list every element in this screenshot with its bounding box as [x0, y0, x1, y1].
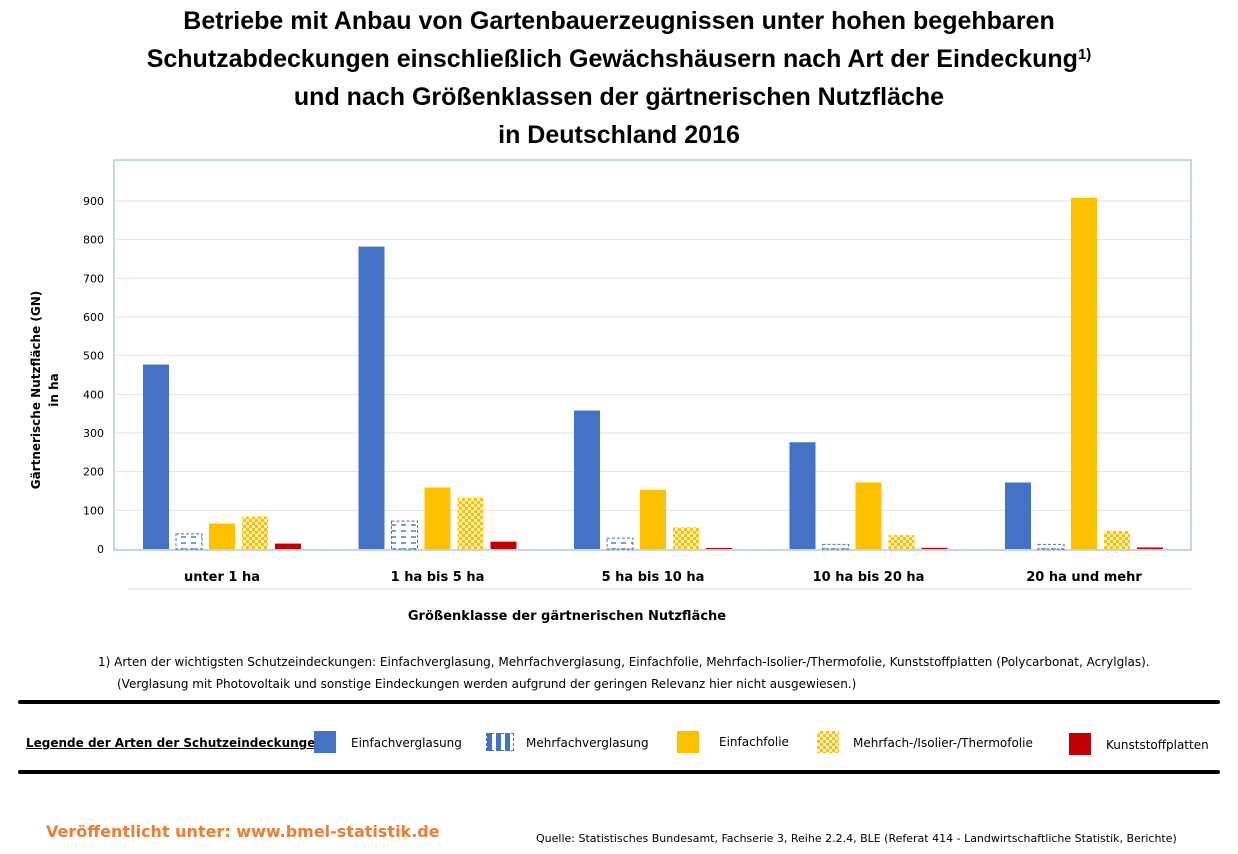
x-axis-label: Größenklasse der gärtnerischen Nutzfläch… [408, 609, 726, 624]
divider-top [18, 700, 1220, 704]
category-label: 1 ha bis 5 ha [391, 570, 485, 585]
bar [921, 547, 948, 549]
legend-swatch-einfachfolie [677, 731, 699, 753]
y-axis-ticks: 0 100 200 300 400 500 600 700 800 900 [83, 195, 104, 556]
bar [1137, 547, 1163, 549]
legend-label-mehrfach-isolier-thermofolie: Mehrfach-/Isolier-/Thermofolie [853, 736, 1033, 750]
bar [275, 543, 301, 549]
footnote-line-1: 1) Arten der wichtigsten Schutzeindeckun… [98, 655, 1150, 669]
y-axis-label-line-1: Gärtnerische Nutzfläche (GN) [29, 291, 43, 490]
bar [574, 410, 600, 549]
legend-label-einfachverglasung: Einfachverglasung [351, 736, 462, 750]
category-label: 20 ha und mehr [1026, 570, 1142, 585]
bar [490, 541, 517, 549]
y-tick-label: 800 [83, 234, 104, 247]
bar [391, 520, 418, 550]
title-line-4: in Deutschland 2016 [498, 121, 740, 149]
y-tick-label: 400 [83, 388, 104, 401]
bar [143, 364, 169, 549]
bar [358, 246, 385, 550]
y-tick-label: 700 [83, 272, 104, 285]
bar [1104, 530, 1130, 549]
legend-label-mehrfachverglasung: Mehrfachverglasung [526, 736, 649, 750]
category-label: unter 1 ha [184, 570, 260, 585]
bar [706, 548, 732, 549]
title-footnote-mark: 1) [1077, 46, 1092, 63]
title-line-1: Betriebe mit Anbau von Gartenbauerzeugni… [183, 7, 1055, 35]
category-label: 5 ha bis 10 ha [602, 570, 705, 585]
published-link[interactable]: Veröffentlicht unter: www.bmel-statistik… [46, 822, 440, 841]
legend-title: Legende der Arten der Schutzeindeckungen… [26, 736, 329, 750]
legend-swatch-mehrfachverglasung [486, 733, 514, 751]
title-line-2: Schutzabdeckungen einschließlich Gewächs… [0, 40, 1238, 78]
category-labels: unter 1 ha 1 ha bis 5 ha 5 ha bis 10 ha 10 … [184, 570, 1142, 585]
y-tick-label: 300 [83, 427, 104, 440]
bar [1037, 543, 1065, 550]
y-tick-label: 100 [83, 504, 104, 517]
y-tick-label: 200 [83, 466, 104, 479]
bar [789, 442, 816, 549]
gridlines [114, 200, 1191, 511]
category-label: 10 ha bis 20 ha [813, 570, 925, 585]
y-axis-label-line-2: in ha [47, 373, 61, 406]
chart-title: Betriebe mit Anbau von Gartenbauerzeugni… [0, 2, 1238, 154]
bar [1071, 197, 1097, 549]
bar [640, 489, 666, 549]
bar [822, 543, 849, 550]
source-note: Quelle: Statistisches Bundesamt, Fachser… [536, 832, 1177, 845]
legend-swatch-mehrfach-isolier-thermofolie [817, 731, 839, 753]
footnote-line-2: (Verglasung mit Photovoltaik und sonstig… [117, 677, 857, 691]
y-tick-label: 500 [83, 350, 104, 363]
bar [424, 487, 451, 549]
legend-swatch-kunststoffplatten [1069, 733, 1091, 755]
bar [606, 537, 634, 550]
title-line-3: und nach Größenklassen der gärtnerischen… [293, 83, 945, 111]
legend-label-kunststoffplatten: Kunststoffplatten [1106, 738, 1209, 752]
bar [175, 533, 203, 550]
y-tick-label: 0 [97, 543, 104, 556]
bar [888, 535, 915, 549]
bar [673, 527, 699, 549]
y-tick-label: 900 [83, 195, 104, 208]
y-tick-label: 600 [83, 311, 104, 324]
legend-label-einfachfolie: Einfachfolie [719, 735, 789, 749]
legend-swatch-einfachverglasung [314, 731, 336, 753]
bar [1005, 482, 1031, 549]
bar [855, 482, 882, 549]
title-line-2-text: Schutzabdeckungen einschließlich Gewächs… [146, 45, 1078, 73]
divider-bottom [18, 770, 1220, 774]
bar [457, 497, 484, 549]
bars [143, 197, 1163, 550]
bar [209, 523, 235, 549]
bar [242, 516, 268, 549]
